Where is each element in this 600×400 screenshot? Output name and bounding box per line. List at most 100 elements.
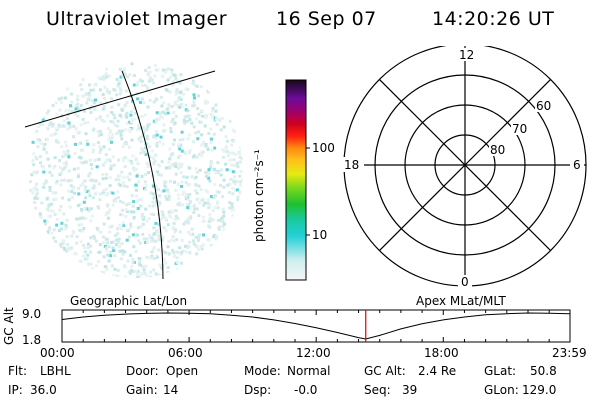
image-pixel (134, 188, 138, 192)
seq-value: 39 (402, 383, 418, 397)
image-pixel (152, 268, 156, 272)
image-pixel (124, 113, 128, 117)
image-pixel (139, 151, 143, 155)
image-pixel (52, 133, 56, 137)
image-pixel (129, 269, 133, 273)
image-pixel (75, 241, 78, 245)
image-pixel (147, 171, 151, 174)
image-pixel (43, 219, 47, 223)
image-pixel (209, 166, 212, 169)
image-pixel (174, 92, 178, 96)
image-pixel (189, 233, 193, 237)
image-pixel (184, 197, 188, 201)
image-pixel (214, 171, 218, 175)
image-pixel (65, 249, 69, 253)
image-pixel (158, 202, 162, 205)
image-pixel (117, 237, 121, 241)
image-pixel (169, 126, 173, 130)
image-pixel (167, 239, 171, 243)
image-pixel (130, 194, 134, 198)
polar-mlat-mlt-dial: 12 0 18 6 60 70 80 (342, 46, 587, 289)
image-pixel (177, 203, 181, 207)
image-pixel (86, 142, 90, 146)
image-pixel (103, 160, 107, 164)
image-pixel (130, 62, 134, 66)
image-pixel (88, 106, 92, 110)
image-pixel (100, 118, 104, 122)
image-pixel (192, 125, 196, 129)
image-pixel (90, 214, 94, 218)
image-pixel (110, 224, 114, 228)
image-pixel (143, 129, 147, 132)
projection-right-label: Apex MLat/MLT (416, 294, 506, 308)
image-pixel (86, 246, 90, 250)
image-pixel (137, 126, 141, 130)
mlt-label-18: 18 (344, 158, 359, 172)
image-pixel (104, 67, 108, 71)
image-pixel (98, 243, 102, 246)
timeline-xtick-0000: 00:00 (40, 346, 75, 360)
image-pixel (195, 252, 199, 256)
image-pixel (215, 116, 218, 120)
image-pixel (150, 256, 154, 260)
image-pixel (117, 82, 121, 86)
gcalt-value: 2.4 Re (418, 364, 457, 378)
image-pixel (120, 208, 124, 212)
image-pixel (149, 276, 153, 278)
image-pixel (160, 238, 164, 242)
image-pixel (113, 123, 117, 127)
image-pixel (178, 147, 182, 151)
image-pixel (156, 273, 160, 277)
image-pixel (139, 204, 143, 208)
image-pixel (195, 191, 199, 195)
image-pixel (83, 121, 87, 125)
image-pixel (152, 134, 156, 138)
image-pixel (92, 186, 96, 190)
image-pixel (46, 230, 49, 234)
image-pixel (162, 258, 166, 262)
image-pixel (32, 152, 36, 156)
image-pixel (134, 250, 138, 253)
image-pixel (130, 138, 134, 142)
image-pixel (148, 123, 152, 127)
image-pixel (121, 129, 124, 133)
image-pixel (93, 108, 97, 111)
image-pixel (74, 127, 78, 131)
image-pixel (159, 95, 163, 99)
image-pixel (158, 140, 162, 144)
image-pixel (92, 234, 96, 238)
image-pixel (226, 154, 230, 158)
image-pixel (88, 178, 92, 182)
image-pixel (143, 83, 147, 87)
image-pixel (92, 127, 96, 131)
image-pixel (67, 123, 71, 126)
image-pixel (55, 181, 58, 185)
image-pixel (130, 265, 134, 269)
image-pixel (101, 241, 105, 245)
image-pixel (135, 272, 139, 276)
image-pixel (193, 207, 197, 211)
image-pixel (67, 248, 71, 252)
image-pixel (217, 190, 221, 194)
image-pixel (191, 104, 195, 108)
image-pixel (186, 109, 190, 113)
image-pixel (119, 88, 123, 92)
color-scale-bar (285, 79, 310, 281)
image-pixel (173, 217, 177, 221)
image-pixel (153, 239, 157, 243)
image-pixel (114, 197, 118, 201)
image-pixel (156, 68, 160, 72)
image-pixel (172, 110, 176, 114)
image-pixel (124, 89, 128, 93)
image-pixel (120, 108, 124, 112)
image-pixel (157, 200, 161, 204)
timeline-xtick-0600: 06:00 (168, 346, 203, 360)
image-pixel (65, 218, 69, 222)
image-pixel (177, 144, 181, 148)
image-pixel (33, 196, 37, 200)
image-pixel (89, 88, 93, 92)
image-pixel (125, 101, 129, 104)
image-pixel (154, 184, 158, 188)
image-pixel (112, 274, 115, 278)
image-pixel (232, 139, 236, 143)
